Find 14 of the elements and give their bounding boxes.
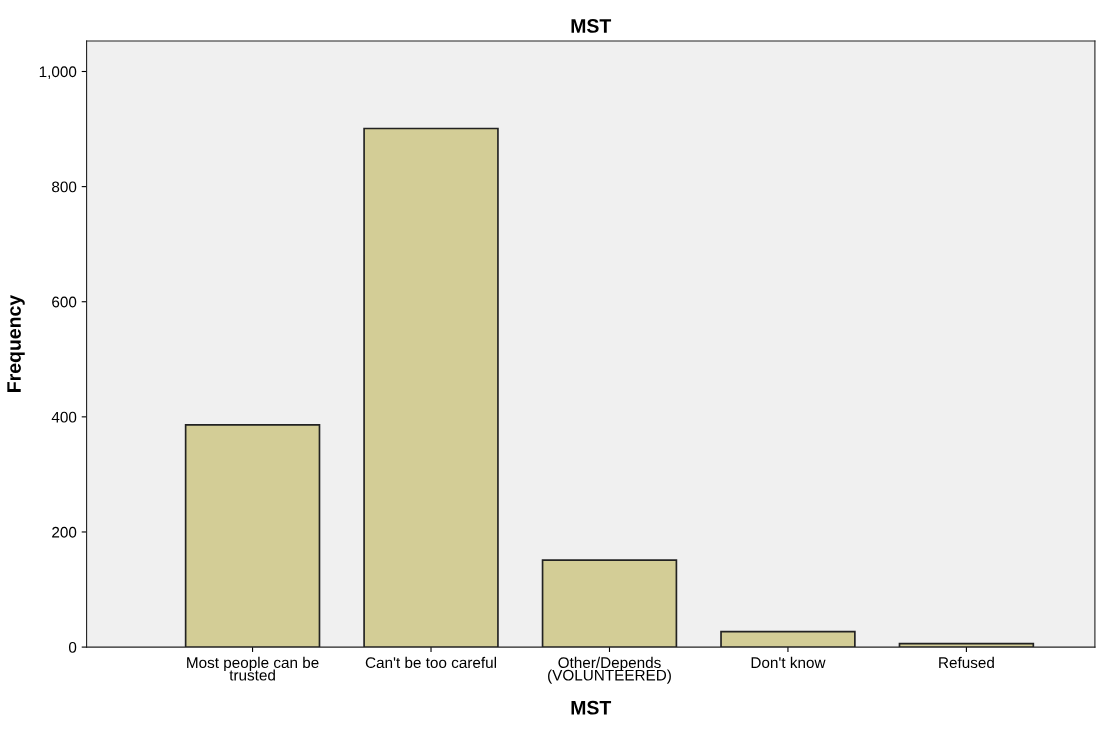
x-tick-label: Can't be too careful	[365, 656, 497, 669]
y-tick-label: 1,000	[39, 66, 77, 79]
y-tick-label: 0	[68, 641, 77, 653]
y-tick-label: 200	[52, 526, 77, 538]
x-tick-label: Don't know	[751, 656, 826, 669]
chart-title: MST	[571, 19, 612, 33]
y-tick-label: 800	[52, 181, 77, 193]
y-tick-label: 600	[52, 296, 77, 308]
x-tick-label: Other/Depends (VOLUNTEERED)	[548, 656, 671, 684]
y-tick-label: 400	[51, 411, 77, 423]
x-axis-title: MST	[571, 700, 612, 715]
y-axis-title: Frequency	[7, 294, 25, 392]
x-tick-label: Most people can be trusted	[187, 656, 319, 681]
x-tick-label: Refused	[939, 656, 994, 669]
